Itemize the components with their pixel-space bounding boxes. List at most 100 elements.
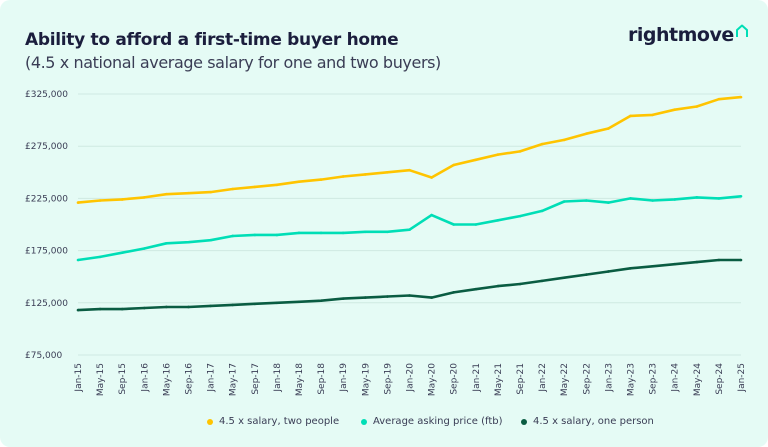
x-tick-label: May-21 <box>494 363 504 396</box>
data-point <box>275 301 279 305</box>
data-point <box>717 97 721 101</box>
x-tick-label: Jan-24 <box>671 363 681 393</box>
data-point <box>341 231 345 235</box>
x-tick-label: Jan-23 <box>604 363 614 393</box>
data-point <box>717 258 721 262</box>
data-point <box>673 198 676 201</box>
x-tick-label: Sep-21 <box>516 363 526 395</box>
x-tick-label: May-19 <box>361 363 371 396</box>
data-point <box>319 178 323 181</box>
x-tick-label: Sep-18 <box>317 363 327 395</box>
data-point <box>496 219 500 222</box>
x-tick-label: Jan-25 <box>737 363 747 393</box>
data-point <box>187 305 190 309</box>
data-point <box>430 213 433 217</box>
data-point <box>98 199 102 202</box>
data-point <box>386 171 389 174</box>
data-point <box>275 233 279 237</box>
legend-dot <box>521 418 527 425</box>
data-point <box>319 231 323 235</box>
legend-item-two-people: 4.5 x salary, two people <box>207 416 339 427</box>
data-point <box>120 307 124 311</box>
legend-item-one-person: 4.5 x salary, one person <box>521 416 654 427</box>
data-point <box>143 306 146 310</box>
data-point <box>540 209 544 213</box>
data-point <box>562 138 566 142</box>
data-point <box>430 176 433 179</box>
data-point <box>452 223 456 226</box>
data-point <box>386 295 389 298</box>
legend-label: 4.5 x salary, two people <box>219 416 340 427</box>
data-point <box>319 299 323 303</box>
y-tick-label: £325,000 <box>25 90 68 100</box>
data-point <box>673 108 676 111</box>
x-tick-label: May-18 <box>295 363 305 396</box>
legend-item-asking-price: Average asking price (ftb) <box>361 416 503 427</box>
x-tick-label: Sep-23 <box>649 363 659 395</box>
data-point <box>98 307 102 311</box>
data-point <box>253 302 257 306</box>
data-point <box>209 190 212 194</box>
data-point <box>231 303 234 307</box>
data-point <box>209 238 212 242</box>
data-point <box>739 258 743 262</box>
data-point <box>629 197 632 200</box>
data-point <box>496 284 500 288</box>
data-point <box>695 260 699 264</box>
data-point <box>540 279 544 283</box>
data-point <box>562 276 566 280</box>
data-point <box>629 114 632 118</box>
legend-dot <box>361 418 367 425</box>
data-point <box>739 195 743 198</box>
data-point <box>386 230 389 234</box>
data-point <box>341 297 345 300</box>
x-tick-label: May-22 <box>560 363 570 396</box>
data-point <box>297 180 301 183</box>
data-point <box>231 187 234 191</box>
y-tick-label: £275,000 <box>25 142 68 152</box>
data-point <box>540 142 544 146</box>
chart-title: Ability to afford a first-time buyer hom… <box>25 30 399 50</box>
data-point <box>673 262 676 266</box>
data-point <box>143 247 146 250</box>
x-tick-label: Sep-22 <box>582 363 592 395</box>
logo-text: rightmove <box>628 24 734 46</box>
data-point <box>143 196 146 199</box>
legend-label: 4.5 x salary, one person <box>533 416 654 427</box>
data-point <box>408 228 411 232</box>
data-point <box>585 199 588 202</box>
data-point <box>187 240 190 244</box>
x-tick-label: Sep-17 <box>251 363 261 395</box>
data-point <box>695 105 699 108</box>
data-point <box>518 282 522 286</box>
data-point <box>364 173 367 176</box>
x-tick-label: Sep-24 <box>715 363 725 395</box>
data-point <box>629 267 632 270</box>
data-point <box>607 127 610 130</box>
data-point <box>297 231 301 235</box>
data-point <box>474 223 478 226</box>
x-tick-label: Jan-18 <box>273 363 283 393</box>
data-point <box>585 132 588 135</box>
data-point <box>607 201 610 204</box>
x-tick-label: May-15 <box>96 363 106 396</box>
data-point <box>165 192 168 196</box>
y-tick-label: £75,000 <box>25 351 62 361</box>
data-point <box>651 199 654 202</box>
data-point <box>120 198 124 201</box>
data-point <box>408 294 411 297</box>
data-point <box>452 291 456 294</box>
legend-dot <box>207 418 213 425</box>
data-point <box>187 191 190 195</box>
data-point <box>408 168 411 172</box>
x-tick-label: Jan-16 <box>140 363 150 393</box>
y-tick-label: £175,000 <box>25 247 68 257</box>
series-line-0 <box>77 95 742 204</box>
data-point <box>518 150 522 153</box>
data-point <box>452 163 456 167</box>
data-point <box>651 264 654 268</box>
x-tick-label: Jan-15 <box>74 363 84 393</box>
x-tick-label: Jan-19 <box>339 363 349 393</box>
x-tick-label: Jan-22 <box>538 363 548 393</box>
